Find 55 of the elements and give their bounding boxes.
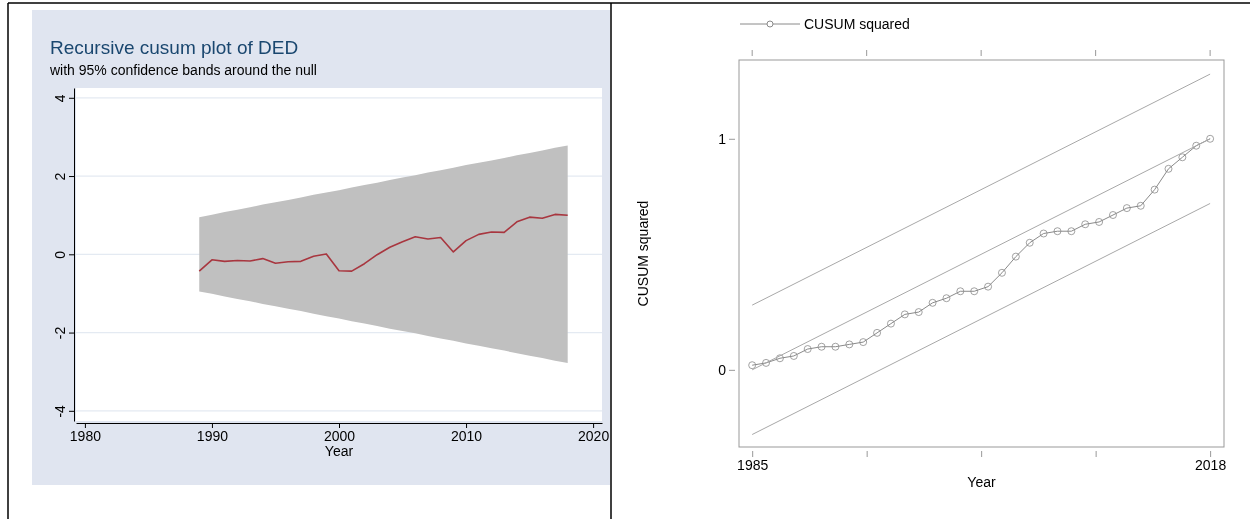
y-tick-label: -4 [51, 404, 68, 418]
chart-title: Recursive cusum plot of DED [50, 37, 299, 58]
x-tick-label: 2020 [578, 427, 610, 444]
x-tick-label: 2000 [323, 427, 356, 444]
point [1164, 164, 1173, 173]
y-tick-label: -2 [51, 326, 68, 340]
point [1053, 227, 1062, 236]
point [1095, 218, 1104, 226]
point [1178, 153, 1187, 162]
point [1122, 204, 1131, 212]
x-axis-title: Year [967, 474, 996, 490]
point [942, 294, 951, 303]
legend-label: CUSUM squared [804, 16, 910, 32]
x-tick-label: 1980 [69, 427, 102, 444]
x-tick-label: 1990 [196, 427, 229, 444]
y-tick-label: 0 [718, 361, 727, 378]
point [859, 338, 868, 347]
point [748, 361, 757, 370]
point [789, 352, 798, 360]
point [1081, 220, 1090, 229]
point [1109, 211, 1117, 219]
point [928, 298, 937, 307]
point [998, 268, 1006, 277]
point [956, 287, 965, 296]
y-tick-label: 4 [51, 94, 68, 103]
point [1039, 229, 1048, 238]
y-tick-label: 0 [51, 250, 68, 259]
point [1192, 141, 1201, 150]
point [873, 328, 881, 337]
point [831, 342, 840, 351]
point [817, 342, 826, 351]
point [845, 340, 854, 349]
point [1025, 238, 1034, 247]
y-tick-label: 1 [718, 130, 727, 147]
line-series [198, 213, 569, 272]
point [803, 345, 812, 353]
x-tick-label: 2018 [1195, 456, 1227, 473]
point [762, 359, 770, 367]
point [900, 310, 909, 319]
point [970, 287, 979, 296]
point [1011, 252, 1020, 261]
point [1150, 185, 1159, 194]
x-tick-label: 2010 [450, 427, 483, 444]
point [914, 308, 923, 316]
point [984, 282, 992, 291]
point [1136, 201, 1145, 210]
point [1067, 227, 1076, 236]
y-tick-label: 2 [51, 172, 68, 181]
point [1206, 134, 1215, 143]
point [887, 319, 895, 328]
x-axis-title: Year [324, 443, 354, 459]
chart-subtitle: with 95% confidence bands around the null [49, 62, 317, 78]
x-tick-label: 1985 [737, 456, 769, 473]
y-axis-title: CUSUM squared [635, 200, 651, 307]
point [776, 354, 784, 363]
